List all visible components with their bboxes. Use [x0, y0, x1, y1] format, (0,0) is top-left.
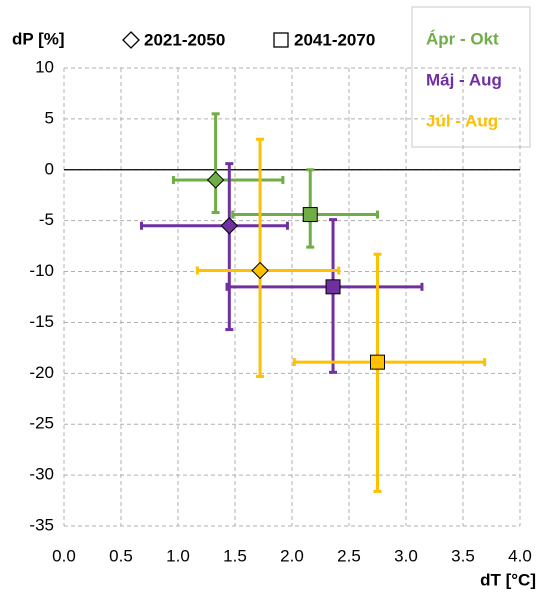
- legend-label: Júl - Aug: [426, 111, 498, 130]
- x-tick-label: 3.5: [451, 546, 475, 565]
- point: [206, 171, 225, 189]
- x-tick-label: 3.0: [394, 546, 418, 565]
- y-tick-label: 0: [45, 159, 54, 178]
- y-tick-label: -20: [29, 363, 54, 382]
- x-axis-label: dT [°C]: [480, 570, 536, 589]
- x-tick-label: 4.0: [508, 546, 532, 565]
- point: [325, 279, 341, 295]
- y-tick-label: -25: [29, 414, 54, 433]
- y-tick-label: -10: [29, 261, 54, 280]
- y-tick-label: 10: [35, 57, 54, 76]
- legend-label: 2021-2050: [144, 30, 225, 49]
- point: [220, 217, 239, 235]
- legend-label: 2041-2070: [294, 30, 375, 49]
- legend-box: [411, 6, 531, 148]
- legend-label: Ápr - Okt: [426, 29, 499, 48]
- point: [370, 354, 385, 370]
- y-tick-label: -30: [29, 465, 54, 484]
- y-tick-label: -15: [29, 312, 54, 331]
- legend-label: Máj - Aug: [426, 70, 502, 89]
- y-axis-label: dP [%]: [12, 29, 65, 48]
- x-tick-label: 1.5: [223, 546, 247, 565]
- y-tick-label: -5: [39, 210, 54, 229]
- legend-marker: [273, 32, 289, 48]
- x-tick-label: 0.5: [109, 546, 133, 565]
- point: [302, 207, 318, 223]
- y-tick-label: -35: [29, 515, 54, 534]
- y-tick-label: 5: [45, 108, 54, 127]
- point: [251, 261, 269, 280]
- legend-marker: [122, 31, 140, 49]
- x-tick-label: 0.0: [52, 546, 76, 565]
- x-tick-label: 1.0: [166, 546, 190, 565]
- x-tick-label: 2.0: [280, 546, 304, 565]
- x-tick-label: 2.5: [337, 546, 361, 565]
